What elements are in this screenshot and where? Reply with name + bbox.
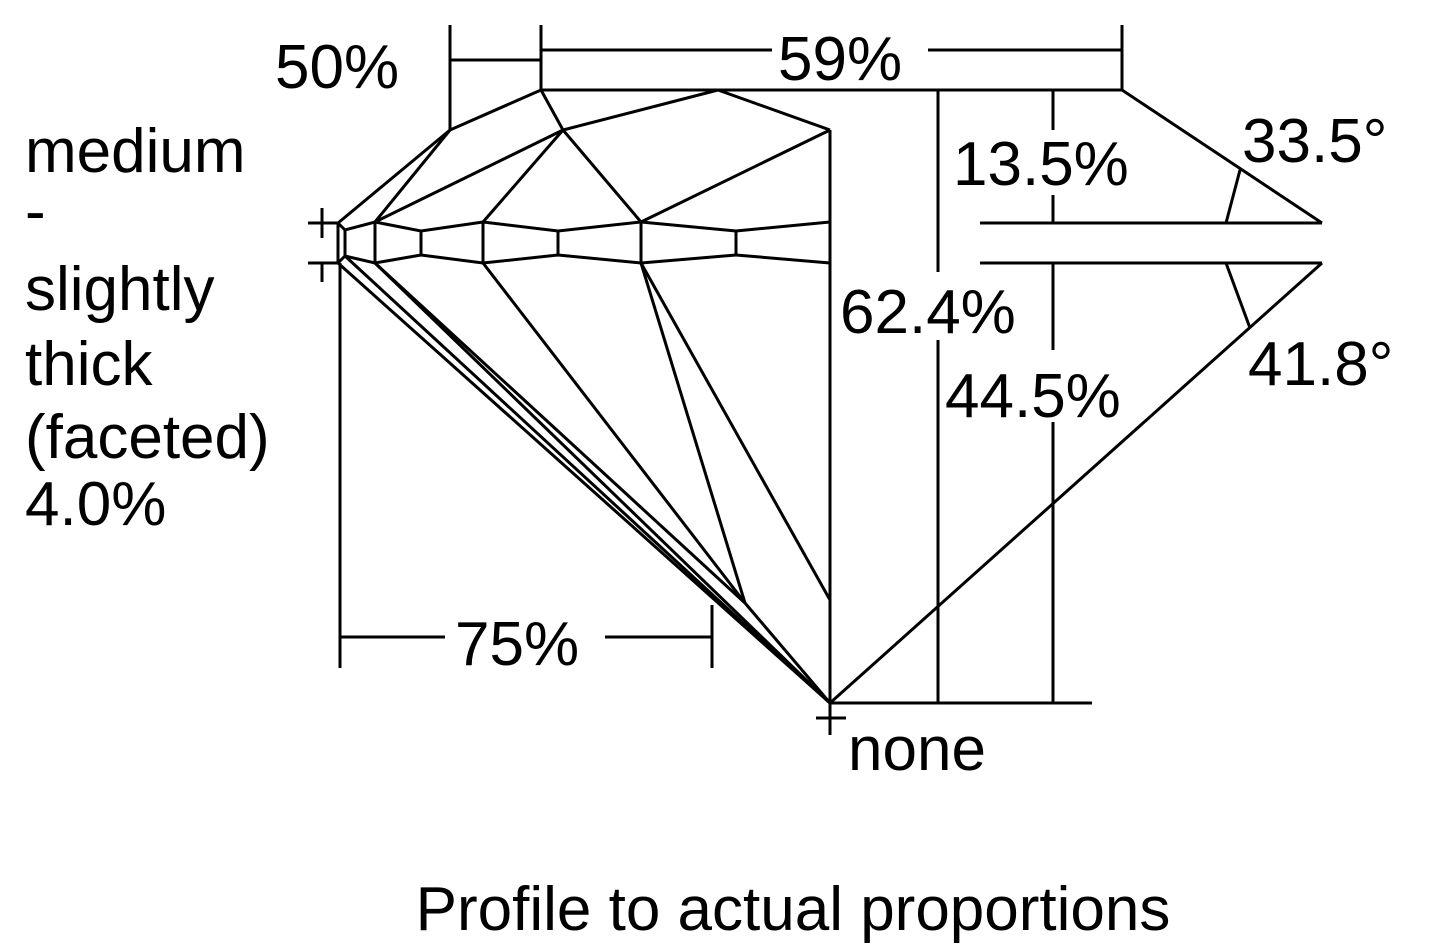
crown-right-outline <box>1121 88 1323 225</box>
dimension-lines <box>308 25 1252 735</box>
crown-angle-arc <box>1224 169 1242 224</box>
crown-facet <box>481 129 565 223</box>
crown-facet <box>374 128 564 224</box>
girdle-bottom <box>336 253 831 265</box>
pavilion-facet <box>373 261 747 605</box>
label-table-small: 50% <box>275 33 399 102</box>
label-culet: none <box>848 715 986 784</box>
label-crown-angle: 33.5° <box>1242 107 1387 176</box>
pavilion-facet <box>639 262 832 601</box>
label-girdle: medium <box>25 117 246 186</box>
diagram-caption: Profile to actual proportions <box>416 875 1171 944</box>
label-pavilion-angle: 41.8° <box>1248 330 1393 399</box>
label-table: 59% <box>778 25 902 94</box>
label-lower-half: 75% <box>455 610 579 679</box>
crown-facet <box>562 88 719 132</box>
label-crown-height: 13.5% <box>953 130 1129 199</box>
label-girdle: 4.0% <box>25 470 166 539</box>
label-total-depth: 62.4% <box>840 278 1016 347</box>
pavilion-facet <box>639 262 747 604</box>
crown-facet <box>561 129 643 223</box>
labels: 50% 59% medium - slightly thick (faceted… <box>25 25 1393 944</box>
pavilion-outline <box>337 261 831 705</box>
label-girdle: slightly <box>25 255 215 324</box>
crown-facet <box>717 88 831 132</box>
label-girdle: - <box>25 177 46 246</box>
label-girdle: (faceted) <box>25 403 270 472</box>
crown-facet <box>373 129 452 223</box>
crown-facet <box>539 89 565 131</box>
pavilion-right-outline <box>829 261 1323 705</box>
label-girdle: thick <box>25 330 153 399</box>
pavilion-facet <box>373 261 832 705</box>
pavilion-angle-arc <box>1224 262 1252 329</box>
label-pavilion-depth: 44.5% <box>945 362 1121 431</box>
pavilion-facet <box>481 262 747 604</box>
girdle-top <box>336 220 831 233</box>
pavilion-facet <box>743 602 832 704</box>
pavilion-facet <box>343 254 832 705</box>
diamond-outline <box>336 88 1323 705</box>
crown-facet <box>640 128 831 224</box>
